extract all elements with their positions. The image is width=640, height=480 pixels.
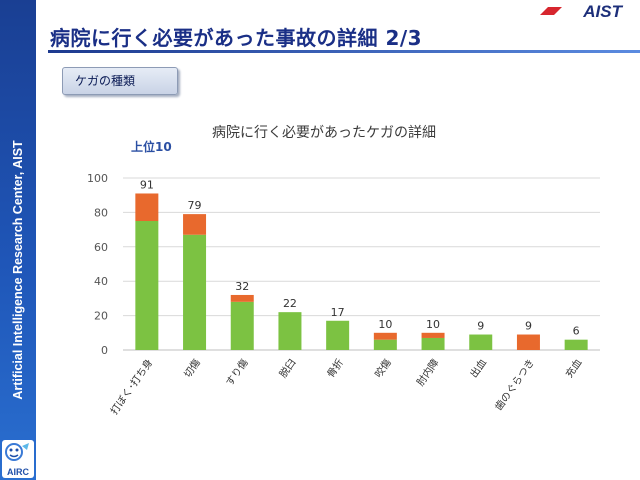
y-tick-label: 80 bbox=[94, 206, 108, 219]
x-tick-label: 骨折 bbox=[324, 356, 346, 380]
data-label: 32 bbox=[235, 280, 249, 293]
airc-logo: AIRC bbox=[2, 440, 34, 478]
bar-segment-orange bbox=[516, 334, 540, 350]
page-title: 病院に行く必要があった事故の詳細 2/3 bbox=[50, 26, 423, 50]
x-tick-label: 脱臼 bbox=[276, 356, 298, 380]
bar-segment-green bbox=[469, 334, 493, 350]
bar-segment-orange bbox=[373, 332, 397, 340]
bar-segment-orange bbox=[421, 332, 445, 338]
data-label: 6 bbox=[573, 325, 580, 338]
bar-segment-green bbox=[564, 339, 588, 350]
data-label: 79 bbox=[188, 199, 202, 212]
bar-segment-green bbox=[421, 337, 445, 350]
data-label: 9 bbox=[525, 320, 532, 333]
x-tick-label: 歯のぐらつき bbox=[492, 356, 537, 413]
bar-segment-green bbox=[230, 301, 254, 350]
y-tick-label: 40 bbox=[94, 275, 108, 288]
x-tick-label: 肘内障 bbox=[414, 356, 442, 388]
bar-segment-orange bbox=[183, 214, 207, 235]
sidebar: Artificial Intelligence Research Center,… bbox=[0, 0, 36, 480]
y-tick-label: 20 bbox=[94, 310, 108, 323]
bar-segment-orange bbox=[230, 294, 254, 302]
category-label: ケガの種類 bbox=[62, 67, 178, 95]
data-label: 17 bbox=[331, 306, 345, 319]
bar-segment-green bbox=[135, 221, 159, 350]
data-label: 10 bbox=[378, 318, 392, 331]
x-tick-label: 充血 bbox=[562, 356, 584, 380]
y-tick-label: 60 bbox=[94, 241, 108, 254]
data-label: 91 bbox=[140, 178, 154, 191]
top10-annotation: 上位10 bbox=[131, 140, 172, 154]
y-tick-label: 100 bbox=[87, 172, 108, 185]
x-tick-label: 出血 bbox=[467, 356, 489, 380]
bar-segment-green bbox=[373, 339, 397, 350]
brand-logo: AIST bbox=[583, 2, 622, 21]
data-label: 22 bbox=[283, 297, 297, 310]
data-label: 10 bbox=[426, 318, 440, 331]
x-tick-label: 打ぼく･打ち身 bbox=[107, 356, 155, 417]
data-label: 9 bbox=[477, 320, 484, 333]
x-tick-label: 咬傷 bbox=[372, 356, 394, 380]
bar-segment-orange bbox=[135, 193, 159, 221]
y-tick-label: 0 bbox=[101, 344, 108, 357]
airc-logo-icon bbox=[5, 443, 29, 461]
brand-swoosh-icon bbox=[540, 7, 562, 15]
title-underline bbox=[48, 50, 640, 53]
airc-logo-text: AIRC bbox=[7, 467, 29, 477]
x-tick-label: 切傷 bbox=[181, 356, 203, 380]
bar-segment-green bbox=[183, 234, 207, 350]
x-tick-label: すり傷 bbox=[223, 356, 251, 388]
chart-title: 病院に行く必要があったケガの詳細 bbox=[212, 125, 436, 141]
bar-segment-green bbox=[326, 320, 350, 350]
bar-segment-green bbox=[278, 312, 302, 350]
